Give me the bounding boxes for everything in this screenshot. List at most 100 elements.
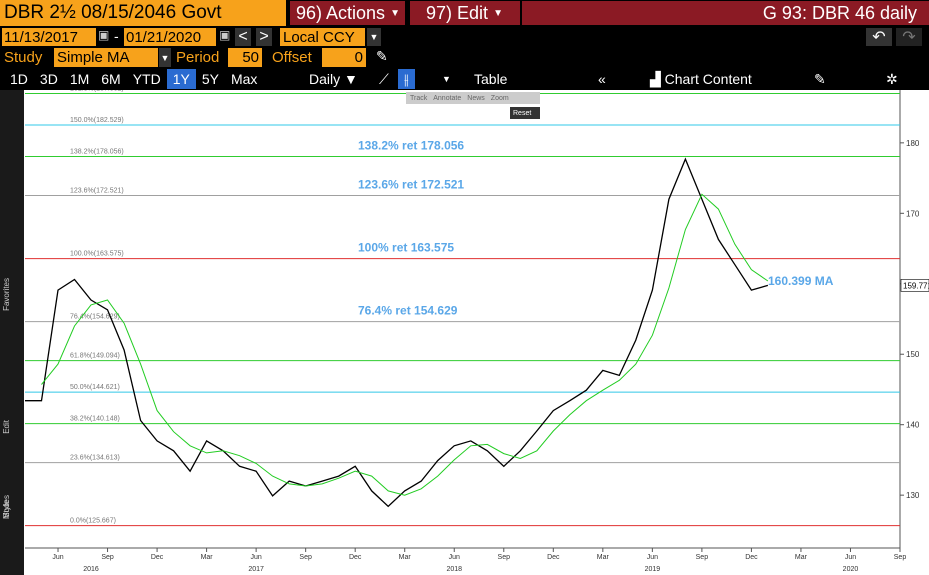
tool[interactable]: Annotate [433,94,462,102]
x-tick-label: Dec [151,554,164,561]
x-tick-label: Jun [845,554,856,561]
next-button[interactable]: > [256,28,272,46]
edit-label: 97) Edit [426,2,489,23]
x-tick-label: Mar [399,554,412,561]
undo-button[interactable]: ↶ [866,28,892,46]
y-tick-label: 140 [906,421,920,430]
range-button[interactable]: Max [230,71,258,87]
chart-type-dropdown[interactable]: ▼ [442,74,451,84]
range-button[interactable]: 5Y [201,71,219,87]
range-buttons: 1D 3D 1M 6M YTD 1Y 5Y Max [4,69,263,89]
x-tick-label: Jun [647,554,658,561]
offset-field[interactable]: 0 [322,48,366,67]
calendar-icon[interactable]: ▣ [98,28,110,42]
security-field[interactable]: DBR 2½ 08/15/2046 Govt [0,0,286,26]
fib-label: 138.2%(178.056) [70,149,124,156]
date-separator: - [114,28,119,44]
axis-panel [900,90,929,548]
currency-dropdown[interactable]: ▼ [367,28,381,46]
fib-label: 100.0%(163.575) [70,251,124,258]
frequency-dropdown[interactable]: Daily ▼ [309,71,358,87]
x-tick-label: Sep [696,554,709,561]
x-tick-label: Jun [250,554,261,561]
fib-label: 61.8%(149.094) [70,353,120,360]
period-field[interactable]: 50 [228,48,262,67]
redo-button[interactable]: ↷ [896,28,922,46]
table-button[interactable]: Table [474,71,508,87]
fib-label: 161.8%(187.002) [70,90,124,93]
frequency-label: Daily [309,71,341,87]
fib-label: 76.4%(154.629) [70,314,120,321]
range-button[interactable]: 1D [10,71,28,87]
tool[interactable]: Track [410,94,428,102]
bar-icon[interactable]: ⫲ [398,69,415,89]
year-label: 2017 [248,566,264,573]
reset-button[interactable]: Reset [510,107,540,119]
year-label: 2019 [645,566,661,573]
collapse-button[interactable]: « [598,71,606,87]
calendar-icon[interactable]: ▣ [219,28,231,42]
range-button[interactable]: 1Y [166,69,196,89]
year-label: 2020 [843,566,859,573]
x-tick-label: Jun [449,554,460,561]
annotation: 123.6% ret 172.521 [358,178,464,192]
currency-field[interactable]: Local CCY [280,28,365,46]
period-label: Period [176,49,220,66]
ma-label: 160.399 MA [768,274,834,288]
x-tick-label: Jun [52,554,63,561]
x-tick-label: Sep [299,554,312,561]
x-tick-label: Mar [597,554,610,561]
fib-label: 50.0%(144.621) [70,384,120,391]
chart-content-label: Chart Content [664,71,752,87]
actions-label: 96) Actions [296,2,386,23]
annotation: 100% ret 163.575 [358,241,454,255]
offset-label: Offset [272,49,312,66]
edit-menu[interactable]: 97) Edit ▼ [410,1,520,25]
range-button[interactable]: 1M [69,71,90,87]
tool[interactable]: Zoom [490,94,509,102]
ma-line [41,193,769,496]
fib-label: 23.6%(134.613) [70,455,120,462]
pencil-icon[interactable]: ✎ [376,48,388,64]
price-tag-label: 159.771 [903,281,929,290]
chart-tools: Track Annotate News Zoom [406,92,540,104]
fib-label: 38.2%(140.148) [70,416,120,423]
prev-button[interactable]: < [235,28,251,46]
x-tick-label: Sep [894,554,907,561]
x-tick-label: Mar [795,554,808,561]
tool[interactable]: News [467,94,485,102]
year-label: 2018 [446,566,462,573]
chart-content-button[interactable]: ▟ Chart Content [650,70,752,88]
y-tick-label: 150 [906,350,920,359]
x-tick-label: Dec [547,554,560,561]
range-button[interactable]: 3D [39,71,58,87]
x-tick-label: Mar [201,554,214,561]
annotation: 138.2% ret 178.056 [358,139,464,153]
range-button[interactable]: YTD [132,71,161,87]
line-icon[interactable]: ⟋ [379,70,389,87]
range-button[interactable]: 6M [101,71,121,87]
year-label: 2016 [83,566,99,573]
start-date[interactable]: 11/13/2017 [2,28,96,46]
sidebar-section: Edit [2,420,11,434]
y-tick-label: 130 [906,491,920,500]
end-date[interactable]: 01/21/2020 [124,28,216,46]
price-tag [900,279,929,292]
y-tick-label: 170 [906,209,920,218]
sidebar: Favorites Edit Style [0,90,24,575]
fib-label: 0.0%(125.667) [70,518,116,525]
actions-menu[interactable]: 96) Actions ▼ [290,1,405,25]
y-tick-label: 180 [906,139,920,148]
chart: 0.0%(125.667) 23.6%(134.613) 38.2%(140.148… [24,90,929,575]
x-tick-label: Dec [745,554,758,561]
edit-icon[interactable]: ✎ [814,70,826,87]
chart-name: G 93: DBR 46 daily [522,1,929,25]
study-label: Study [4,49,43,66]
study-field[interactable]: Simple MA [54,48,158,67]
x-tick-label: Sep [498,554,511,561]
study-dropdown[interactable]: ▼ [159,48,171,67]
settings-icon[interactable]: ✲ [886,70,898,87]
x-tick-label: Sep [101,554,114,561]
sidebar-section: Modes [2,495,11,520]
